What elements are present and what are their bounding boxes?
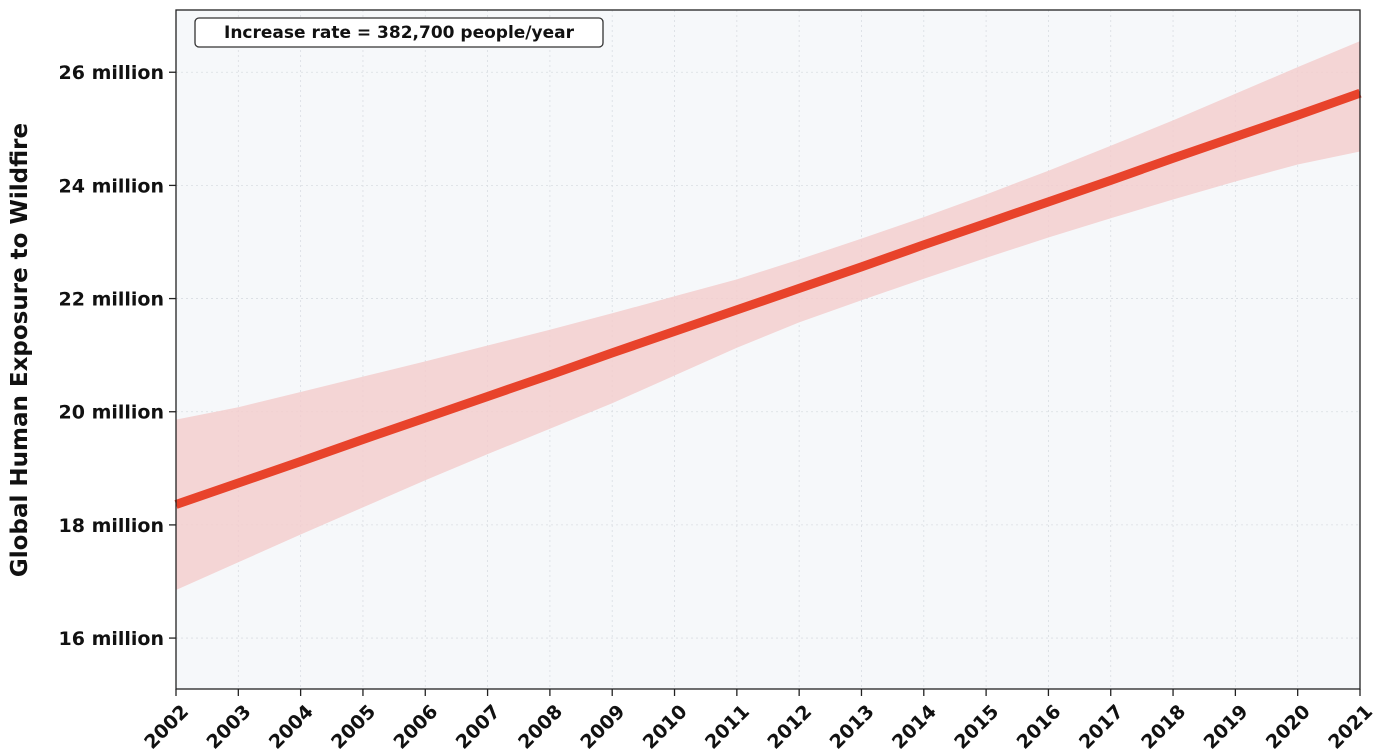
y-axis-title: Global Human Exposure to Wildfire	[7, 123, 33, 577]
x-tick-label: 2002	[140, 701, 193, 754]
x-tick-label: 2007	[452, 701, 505, 754]
x-axis-ticks: 2002 2003 2004 2005 2006 2007 2008 2009 2010 2011…	[140, 689, 1376, 754]
x-tick-label: 2019	[1200, 701, 1253, 754]
x-tick-label: 2008	[514, 701, 567, 754]
x-tick-label: 2012	[763, 701, 816, 754]
x-tick-label: 2018	[1137, 701, 1190, 754]
x-tick-label: 2005	[327, 701, 380, 754]
y-tick-label: 26 million	[59, 62, 164, 84]
annotation-frame	[194, 17, 604, 48]
confidence-band	[176, 41, 1360, 590]
annotation-box: Increase rate = 382,700 people/year	[194, 17, 604, 48]
x-tick-label: 2006	[389, 701, 442, 754]
plot-frame	[175, 9, 1361, 690]
x-tick-label: 2003	[203, 701, 256, 754]
y-tick-label: 18 million	[59, 515, 164, 537]
y-tick-label: 20 million	[59, 402, 164, 424]
confidence-band-layer	[176, 41, 1360, 590]
increase-rate-annotation: Increase rate = 382,700 people/year	[224, 23, 575, 43]
plot-background	[176, 10, 1360, 689]
x-tick-label: 2011	[701, 701, 754, 754]
x-tick-label: 2009	[576, 701, 629, 754]
x-tick-label: 2013	[826, 701, 879, 754]
x-tick-label: 2015	[950, 701, 1003, 754]
x-tick-label: 2010	[639, 701, 692, 754]
trend-line	[174, 88, 1362, 509]
x-tick-label: 2004	[265, 701, 318, 754]
x-tick-label: 2014	[888, 701, 941, 754]
y-axis-ticks: 16 million 18 million 20 million 22 million…	[59, 62, 176, 650]
x-tick-label: 2017	[1075, 701, 1128, 754]
x-tick-label: 2020	[1262, 701, 1315, 754]
y-tick-label: 16 million	[59, 628, 164, 650]
x-tick-label: 2021	[1324, 701, 1376, 754]
x-tick-label: 2016	[1013, 701, 1066, 754]
y-tick-label: 22 million	[59, 289, 164, 311]
grid-lines	[176, 10, 1360, 689]
trend-line-layer	[174, 88, 1362, 509]
y-tick-label: 24 million	[59, 175, 164, 197]
